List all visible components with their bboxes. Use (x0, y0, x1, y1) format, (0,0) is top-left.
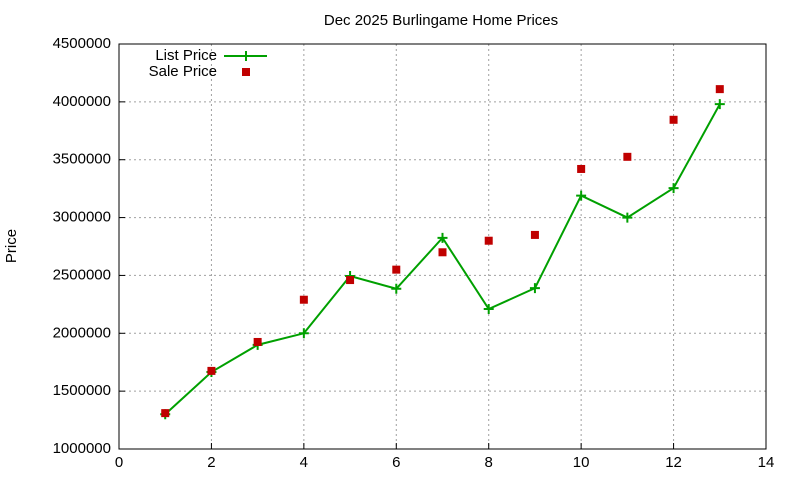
y-tick-label: 1000000 (53, 440, 111, 457)
legend-marker (242, 68, 250, 76)
data-point (530, 230, 539, 239)
x-tick-label: 2 (207, 454, 215, 471)
data-point (668, 183, 679, 194)
legend-label: Sale Price (149, 63, 217, 80)
data-point (299, 295, 308, 304)
y-axis-label: Price (3, 229, 20, 263)
x-tick-label: 12 (665, 454, 682, 471)
y-tick-label: 4000000 (53, 93, 111, 110)
data-point (392, 265, 401, 274)
y-tick-label: 3500000 (53, 151, 111, 168)
data-point (623, 152, 632, 161)
data-point (483, 303, 494, 314)
y-tick-label: 1500000 (53, 382, 111, 399)
x-tick-label: 10 (573, 454, 590, 471)
y-tick-label: 3000000 (53, 209, 111, 226)
data-point (715, 85, 724, 94)
x-tick-label: 4 (300, 454, 308, 471)
data-point (391, 283, 402, 294)
data-point (484, 236, 493, 245)
data-point (438, 248, 447, 257)
data-point (207, 366, 216, 375)
data-point (622, 212, 633, 223)
data-point (437, 232, 448, 243)
data-point (529, 283, 540, 294)
legend-label: List Price (155, 47, 217, 64)
x-tick-label: 14 (758, 454, 775, 471)
data-point (161, 409, 170, 418)
chart-title: Dec 2025 Burlingame Home Prices (324, 12, 558, 29)
data-point (253, 337, 262, 346)
data-point (576, 190, 587, 201)
data-point (298, 328, 309, 339)
y-tick-label: 4500000 (53, 35, 111, 52)
series-line (164, 103, 721, 416)
data-point (669, 115, 678, 124)
x-tick-label: 6 (392, 454, 400, 471)
data-point (346, 276, 355, 285)
y-tick-label: 2500000 (53, 266, 111, 283)
data-point (714, 99, 725, 110)
plot-frame (118, 43, 767, 450)
y-tick-label: 2000000 (53, 324, 111, 341)
data-point (577, 164, 586, 173)
x-tick-label: 0 (115, 454, 123, 471)
x-tick-label: 8 (485, 454, 493, 471)
legend-marker (241, 51, 251, 61)
